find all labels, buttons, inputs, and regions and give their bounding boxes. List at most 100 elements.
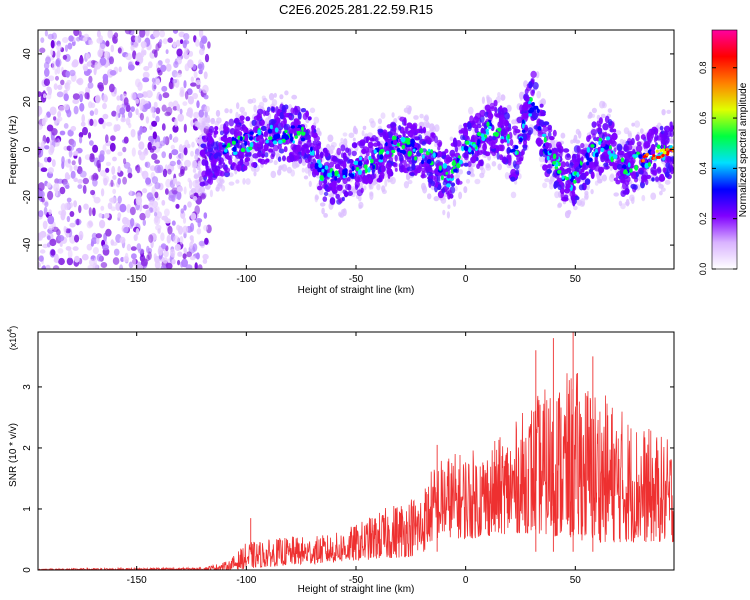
spectrogram-halo-cell bbox=[234, 157, 239, 164]
spectrogram-noise-cell bbox=[92, 119, 98, 127]
spectrogram-band-cell bbox=[515, 169, 520, 175]
spectrogram-noise-cell bbox=[111, 165, 116, 175]
spectrogram-noise-cell bbox=[182, 101, 188, 106]
spectrogram-core-cell bbox=[588, 157, 593, 162]
spectrogram-core-cell bbox=[385, 142, 388, 147]
spectrogram-core-cell bbox=[440, 175, 444, 181]
spectrogram-band-cell bbox=[317, 185, 323, 191]
spectrogram-noise-cell bbox=[137, 35, 142, 43]
spectrogram-band-cell bbox=[436, 174, 441, 183]
spectrogram-band-cell bbox=[597, 166, 605, 174]
spectrogram-noise-cell bbox=[113, 248, 120, 256]
spectrogram-halo-cell bbox=[211, 118, 215, 123]
spectrogram-noise-cell bbox=[43, 78, 51, 86]
spectrogram-core-cell bbox=[595, 152, 599, 158]
spectrogram-noise-cell bbox=[193, 71, 198, 79]
spectrogram-halo-cell bbox=[229, 108, 233, 114]
spectrogram-peak-cell bbox=[671, 149, 674, 153]
spectrogram-noise-cell bbox=[179, 86, 185, 94]
spectrogram-noise-cell bbox=[181, 258, 189, 268]
spectrogram-noise-cell bbox=[159, 30, 166, 38]
spectrogram-core-cell bbox=[391, 135, 397, 141]
spectrogram-noise-cell bbox=[155, 224, 162, 231]
spectrogram-band-cell bbox=[630, 183, 637, 190]
spectrogram-band-cell bbox=[671, 157, 674, 165]
spectrogram-band-cell bbox=[484, 104, 491, 112]
spectrogram-noise-cell bbox=[112, 188, 117, 195]
spectrogram-noise-cell bbox=[148, 135, 154, 142]
spectrogram-noise-cell bbox=[74, 255, 80, 263]
spectrogram-band-cell bbox=[288, 115, 292, 120]
spectrogram-core-cell bbox=[586, 146, 591, 153]
spectrogram-core-cell bbox=[623, 169, 628, 175]
spectrogram-noise-cell bbox=[140, 41, 147, 49]
spectrogram-core-cell bbox=[634, 164, 639, 171]
spectrogram-noise-cell bbox=[153, 101, 158, 109]
spectrogram-halo-cell bbox=[275, 149, 279, 158]
spectrogram-band-cell bbox=[364, 155, 368, 161]
spectrogram-band-cell bbox=[586, 135, 591, 142]
spectrogram-band-cell bbox=[341, 196, 345, 202]
spectrogram-core-cell bbox=[407, 150, 412, 156]
spectrogram-band-cell bbox=[259, 158, 266, 165]
spectrogram-noise-cell bbox=[164, 111, 171, 117]
spectrogram-band-cell bbox=[208, 176, 214, 185]
spectrogram-core-cell bbox=[612, 154, 618, 160]
spectrogram-core-cell bbox=[414, 156, 418, 161]
spectrogram-noise-cell bbox=[42, 243, 49, 249]
spectrogram-noise-cell bbox=[203, 94, 209, 100]
spectrogram-band-cell bbox=[666, 166, 672, 174]
spectrogram-noise-cell bbox=[72, 93, 80, 100]
spectrogram-noise-cell bbox=[146, 245, 150, 254]
spectrogram-band-cell bbox=[416, 166, 422, 174]
spectrogram-noise-cell bbox=[48, 209, 52, 216]
spectrogram-core-cell bbox=[485, 131, 490, 135]
spectrogram-band-cell bbox=[463, 122, 469, 128]
spectrogram-band-cell bbox=[427, 178, 433, 184]
spectrogram-halo-cell bbox=[639, 128, 644, 135]
spectrogram-noise-cell bbox=[65, 70, 70, 78]
spectrogram-noise-cell bbox=[171, 259, 176, 265]
spectrogram-band-cell bbox=[203, 146, 207, 152]
spectrogram-noise-cell bbox=[143, 127, 147, 133]
spectrogram-halo-cell bbox=[666, 109, 672, 114]
spectrogram-core-cell bbox=[552, 161, 556, 165]
spectrogram-noise-cell bbox=[151, 145, 157, 151]
spectrogram-noise-cell bbox=[183, 247, 187, 253]
spectrogram-band-cell bbox=[480, 159, 484, 167]
spectrogram-band-cell bbox=[474, 126, 479, 134]
spectrogram-halo-cell bbox=[650, 192, 657, 200]
spectrogram-band-cell bbox=[436, 150, 443, 158]
spectrogram-band-cell bbox=[404, 126, 408, 134]
spectrogram-noise-cell bbox=[139, 125, 143, 135]
spectrogram-core-cell bbox=[497, 127, 502, 132]
spectrogram-halo-cell bbox=[369, 192, 374, 201]
spectrogram-noise-cell bbox=[79, 93, 83, 103]
spectrogram-halo-cell bbox=[323, 213, 328, 218]
spectrogram-noise-cell bbox=[124, 30, 132, 35]
spectrogram-noise-cell bbox=[165, 178, 172, 188]
spectrogram-band-cell bbox=[340, 152, 345, 159]
spectrogram-noise-cell bbox=[130, 106, 135, 112]
spectrogram-noise-cell bbox=[99, 43, 106, 50]
spectrogram-noise-cell bbox=[68, 35, 74, 42]
spectrogram-halo-cell bbox=[570, 139, 574, 144]
spectrogram-band-cell bbox=[503, 136, 507, 141]
spectrogram-noise-cell bbox=[139, 212, 146, 221]
spectrogram-noise-cell bbox=[153, 253, 157, 261]
spectrogram-core-cell bbox=[368, 156, 372, 161]
spectrogram-noise-cell bbox=[170, 144, 175, 150]
spectrogram-noise-cell bbox=[117, 47, 122, 54]
spectrogram-core-cell bbox=[314, 164, 320, 170]
spectrogram-band-cell bbox=[271, 106, 275, 112]
spectrogram-noise-cell bbox=[173, 136, 179, 143]
spectrogram-noise-cell bbox=[43, 93, 47, 99]
spectrogram-noise-cell bbox=[197, 63, 203, 70]
spectrogram-core-cell bbox=[633, 154, 639, 158]
spectrogram-y-ticks: -40 -20 0 20 40 bbox=[22, 48, 674, 252]
spectrogram-band-cell bbox=[611, 132, 618, 141]
spectrogram-noise-cell bbox=[129, 190, 133, 196]
spectrogram-noise-cell bbox=[197, 264, 203, 269]
spectrogram-core-cell bbox=[600, 143, 606, 147]
spectrogram-core-cell bbox=[518, 137, 523, 143]
